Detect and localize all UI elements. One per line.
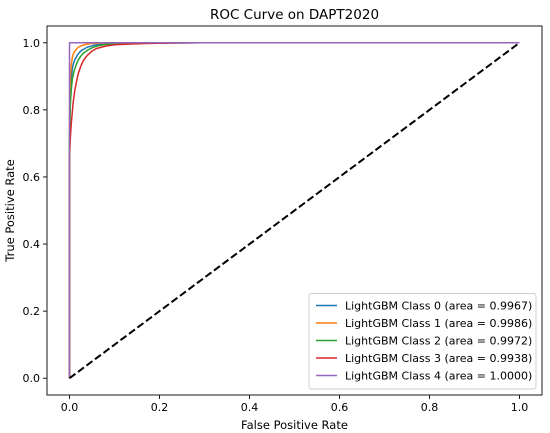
y-tick-label: 0.0 [23, 372, 41, 385]
chance-diagonal-line [68, 41, 521, 380]
x-axis-label: False Positive Rate [241, 418, 348, 432]
y-tick-label: 0.4 [23, 238, 41, 251]
legend-entry-label: LightGBM Class 3 (area = 0.9938) [345, 352, 532, 365]
legend: LightGBM Class 0 (area = 0.9967) LightGBM… [308, 293, 537, 390]
y-tick-label: 0.6 [23, 171, 41, 184]
legend-entry-label: LightGBM Class 0 (area = 0.9967) [345, 300, 532, 313]
legend-entry-label: LightGBM Class 4 (area = 1.0000) [345, 370, 532, 383]
roc-curve-class-2 [68, 42, 520, 379]
x-tick-label: 0.2 [151, 401, 169, 414]
y-axis-label: True Positive Rate [3, 159, 17, 262]
legend-box [308, 293, 537, 390]
curves-group [68, 41, 521, 380]
x-tick-label: 0.8 [421, 401, 439, 414]
legend-entry-label: LightGBM Class 2 (area = 0.9972) [345, 335, 532, 348]
x-tick-label: 0.6 [331, 401, 349, 414]
x-tick-label: 0.0 [61, 401, 79, 414]
y-tick-label: 0.8 [23, 104, 41, 117]
legend-entry-label: LightGBM Class 1 (area = 0.9986) [345, 317, 532, 330]
x-tick-label: 1.0 [511, 401, 529, 414]
roc-curve-class-4 [68, 42, 520, 379]
y-tick-label: 0.2 [23, 305, 41, 318]
chart-title: ROC Curve on DAPT2020 [210, 7, 379, 23]
axes-group: 0.0 0.2 0.4 0.6 0.8 1.0 0.0 0.2 0.4 0.6 0.8 1.0 [23, 25, 543, 414]
roc-curve-class-3 [68, 42, 520, 379]
y-tick-label: 1.0 [23, 37, 41, 50]
plot-frame [46, 25, 543, 396]
x-tick-label: 0.4 [241, 401, 259, 414]
